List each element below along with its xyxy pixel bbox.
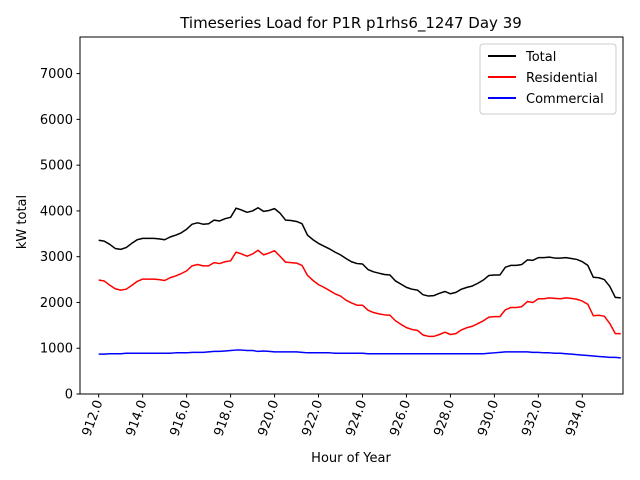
chart-title: Timeseries Load for P1R p1rhs6_1247 Day … [179,14,522,33]
y-tick-label: 7000 [40,67,73,82]
legend-label-residential: Residential [526,71,598,86]
x-axis-label: Hour of Year [311,451,391,466]
series-line-commercial [98,349,621,359]
legend-label-total: Total [525,50,556,65]
series-line-total [98,206,621,299]
y-tick-label: 0 [65,388,73,403]
y-tick-label: 3000 [40,250,73,265]
y-tick-label: 2000 [40,296,73,311]
y-tick-label: 5000 [40,159,73,174]
y-axis-label: kW total [15,195,30,249]
y-tick-label: 6000 [40,113,73,128]
legend-box [479,43,617,115]
legend-label-commercial: Commercial [526,92,604,107]
y-tick-label: 4000 [40,204,73,219]
series-line-residential [98,249,621,338]
axes-frame [79,36,624,395]
y-tick-label: 1000 [40,342,73,357]
